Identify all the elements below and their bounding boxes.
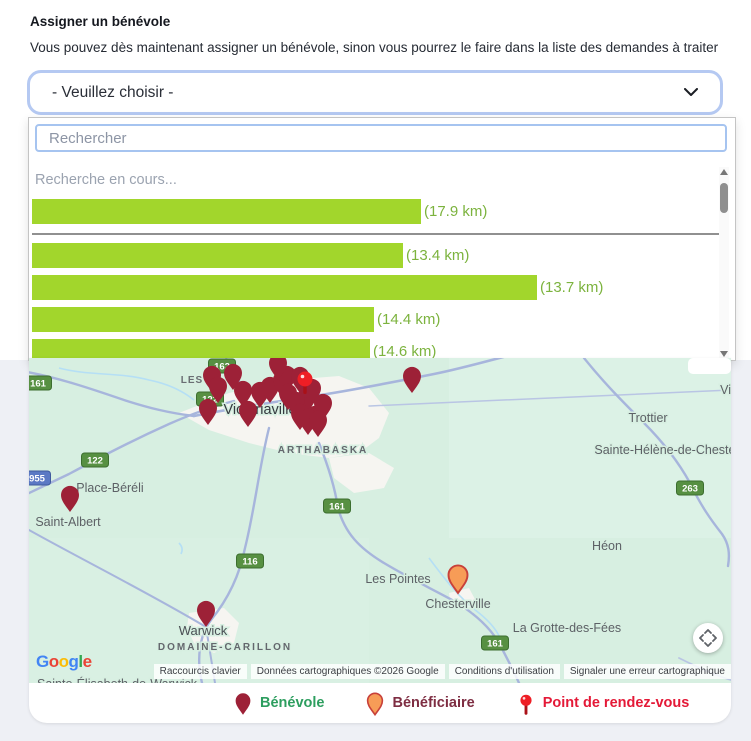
scroll-up-icon[interactable] (720, 169, 728, 175)
route-shield: 116 (236, 553, 264, 569)
redacted-name-bar (32, 199, 421, 224)
google-logo-letter: o (58, 652, 69, 671)
distance-label: (13.7 km) (540, 278, 604, 296)
benevole-marker[interactable] (61, 485, 79, 512)
route-shield: 122 (81, 452, 109, 468)
dropdown-scrollbar[interactable] (719, 167, 729, 359)
map-label: Via (720, 383, 731, 397)
map-label: Trottier (628, 411, 667, 425)
beneficiaire-pin-icon (367, 692, 384, 716)
benevole-pin-icon (235, 693, 251, 715)
map-label: LES (181, 375, 203, 386)
attribution-link[interactable]: Signaler une erreur cartographique (563, 664, 731, 679)
route-shield: 161 (323, 498, 351, 514)
distance-label: (17.9 km) (424, 203, 488, 220)
chevron-down-icon (684, 88, 698, 97)
distance-label: (14.6 km) (373, 342, 437, 360)
redacted-name-bar (32, 338, 370, 360)
google-logo-letter: l (78, 652, 83, 671)
search-status: Recherche en cours... (35, 172, 177, 188)
map-card: 161162122122955161116263161 LESVictoriav… (29, 358, 731, 723)
distance-label: (13.4 km) (406, 246, 470, 264)
benevole-marker[interactable] (309, 410, 327, 437)
volunteer-select-value: - Veuillez choisir - (52, 83, 174, 101)
map-terrain-patch (449, 358, 731, 538)
svg-text:161: 161 (329, 502, 346, 513)
volunteer-option[interactable]: (13.7 km) (32, 271, 719, 303)
map-label: DOMAINE-CARILLON (158, 642, 292, 653)
svg-text:161: 161 (487, 639, 504, 650)
benevole-marker[interactable] (199, 398, 217, 425)
map-label: La Grotte-des-Fées (513, 621, 621, 635)
benevole-marker[interactable] (197, 600, 215, 627)
map-label: Saint-Albert (35, 515, 101, 529)
legend-label-rendezvous: Point de rendez-vous (542, 695, 690, 711)
legend-item-beneficiaire: Bénéficiaire (366, 690, 475, 716)
redacted-name-bar (32, 306, 374, 332)
route-shield: 161 (481, 635, 509, 651)
benevole-marker[interactable] (234, 380, 252, 407)
benevole-marker[interactable] (403, 366, 421, 393)
page-title: Assigner un bénévole (30, 14, 171, 29)
redacted-name-bar (32, 274, 537, 300)
map-streams (58, 367, 502, 641)
svg-text:263: 263 (682, 484, 698, 495)
map-label: Warwick (179, 623, 228, 638)
attribution-link[interactable]: Raccourcis clavier (153, 664, 247, 679)
pan-arrows-icon (699, 629, 717, 647)
benevole-marker[interactable] (268, 358, 288, 380)
attribution-link[interactable]: Conditions d'utilisation (448, 664, 560, 679)
svg-text:116: 116 (242, 557, 257, 568)
attribution-text: Données cartographiques ©2026 Google (250, 664, 445, 679)
legend-item-rendezvous: Point de rendez-vous (517, 690, 690, 716)
svg-text:162: 162 (214, 362, 230, 373)
volunteer-option[interactable]: (14.4 km) (32, 303, 719, 335)
volunteer-option[interactable]: (17.9 km) (32, 196, 719, 235)
google-logo[interactable]: Google (36, 652, 92, 672)
distance-label: (14.4 km) (377, 310, 441, 328)
google-logo-letter: g (68, 652, 79, 671)
svg-text:955: 955 (29, 474, 46, 485)
rendezvous-pin-icon (520, 694, 532, 715)
map-label: Héon (592, 539, 622, 553)
map-label: Chesterville (425, 597, 490, 611)
benevole-marker[interactable] (239, 400, 257, 427)
google-logo-letter: o (48, 652, 59, 671)
page-description: Vous pouvez dès maintenant assigner un b… (30, 40, 719, 55)
legend-label-beneficiaire: Bénéficiaire (392, 695, 475, 711)
svg-text:122: 122 (87, 456, 103, 467)
map-attribution: Raccourcis clavier Données cartographique… (153, 664, 731, 679)
redacted-name-bar (32, 242, 403, 268)
map-canvas[interactable]: 161162122122955161116263161 LESVictoriav… (29, 358, 731, 683)
volunteer-dropdown-panel: Recherche en cours... (17.9 km) (13.4 km)… (28, 117, 736, 361)
map-label: Place-Béréli (76, 481, 143, 495)
route-shield: 263 (676, 480, 704, 496)
volunteer-option[interactable]: (14.6 km) (32, 335, 719, 360)
rendezvous-marker[interactable] (297, 371, 313, 395)
volunteer-select[interactable]: - Veuillez choisir - (27, 70, 723, 115)
google-logo-letter: e (82, 652, 92, 671)
benevole-marker[interactable] (209, 376, 227, 403)
map-control-partial[interactable] (688, 358, 731, 374)
route-shield: 161 (29, 375, 52, 391)
map-markers (61, 358, 469, 627)
google-logo-letter: G (36, 652, 49, 671)
volunteer-options: (17.9 km) (13.4 km) (13.7 km) (14.4 km) (14.… (32, 196, 719, 360)
map-label: Sainte-Élisabeth-de-Warwick (37, 676, 198, 683)
map-label: Sainte-Hélène-de-Chester (594, 443, 731, 457)
scroll-down-icon[interactable] (720, 351, 728, 357)
route-shield: 955 (29, 470, 51, 486)
map-label: Les Pointes (365, 572, 430, 586)
scrollbar-thumb[interactable] (720, 183, 728, 213)
map-legend: Bénévole Bénéficiaire Point de rendez-vous (29, 683, 731, 723)
legend-label-benevole: Bénévole (260, 695, 325, 711)
volunteer-option[interactable]: (13.4 km) (32, 239, 719, 271)
legend-item-benevole: Bénévole (234, 690, 324, 716)
pan-control[interactable] (693, 623, 723, 653)
search-input[interactable] (35, 124, 727, 152)
beneficiaire-marker[interactable] (447, 564, 469, 595)
map-label: ARTHABASKA (278, 445, 369, 456)
svg-text:161: 161 (30, 379, 47, 390)
